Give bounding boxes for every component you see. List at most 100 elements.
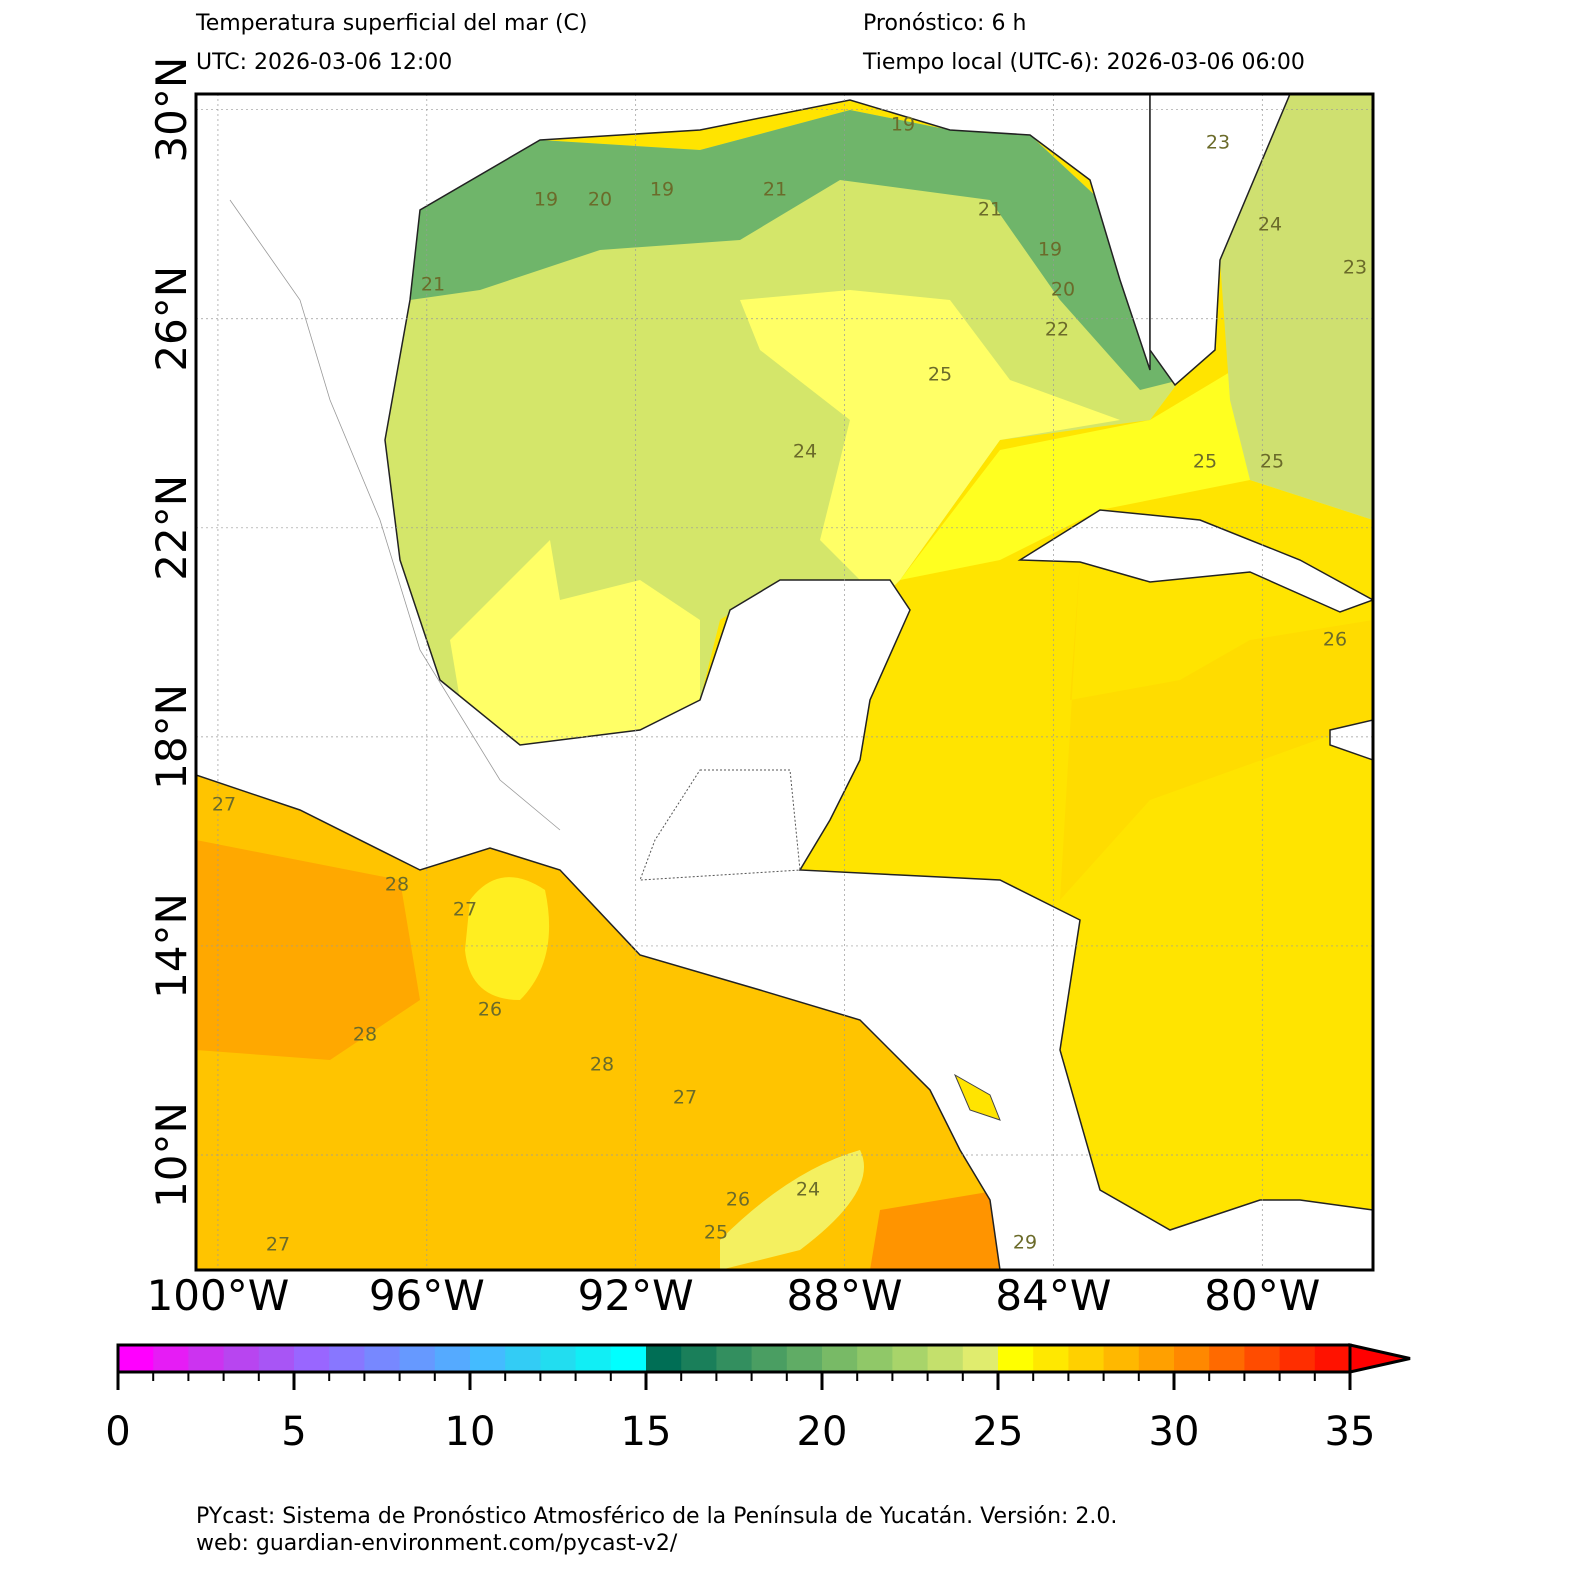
lat-tick-label: 10°N [147, 1102, 196, 1208]
colorbar-swatch [1138, 1345, 1175, 1372]
contour-label: 27 [212, 794, 236, 816]
forecast-hour: Pronóstico: 6 h [863, 11, 1026, 36]
sea-zone [196, 840, 420, 1060]
contour-label: 29 [1013, 1232, 1037, 1254]
florida [1149, 94, 1291, 387]
colorbar-tick-label: 10 [445, 1409, 496, 1455]
lon-tick-label: 96°W [369, 1271, 485, 1320]
colorbar-tick-label: 0 [105, 1409, 130, 1455]
island [1329, 719, 1373, 761]
colorbar-swatch [1033, 1345, 1069, 1372]
colorbar-swatch [822, 1345, 858, 1372]
contour-label: 21 [978, 199, 1002, 221]
utc-time: UTC: 2026-03-06 12:00 [196, 50, 452, 75]
lat-tick-label: 18°N [147, 684, 196, 790]
colorbar-tick-label: 25 [973, 1409, 1024, 1455]
contour-labels: 19 20 19 21 19 21 19 20 22 21 25 24 25 25 23 24 23 27 28 27… [212, 114, 1367, 1256]
colorbar-extend [1348, 1343, 1411, 1374]
contour-label: 23 [1206, 132, 1230, 154]
lon-tick-label: 92°W [578, 1271, 694, 1320]
contour-label: 25 [1260, 451, 1284, 473]
colorbar-swatch [258, 1345, 295, 1372]
colorbar-swatch [716, 1345, 753, 1372]
map-frame [194, 92, 1375, 1272]
contour-label: 20 [588, 189, 612, 211]
colorbar-swatch [1068, 1345, 1105, 1372]
map: 19 20 19 21 19 21 19 20 22 21 25 24 25 25 23 24 23 27 28 27… [196, 94, 1373, 1270]
colorbar-swatch [1209, 1345, 1245, 1372]
contour-label: 27 [453, 899, 477, 921]
colorbar-tick-label: 30 [1149, 1409, 1200, 1455]
contour-label: 21 [421, 274, 445, 296]
contour-label: 25 [1193, 451, 1217, 473]
colorbar-swatch [646, 1345, 682, 1372]
lat-tick-label: 26°N [147, 266, 196, 372]
lon-tick-label: 88°W [787, 1271, 903, 1320]
local-time: Tiempo local (UTC-6): 2026-03-06 06:00 [862, 50, 1305, 75]
colorbar-swatch [962, 1345, 999, 1372]
sea-zone [720, 1150, 864, 1270]
colorbar-swatch [927, 1345, 964, 1372]
colorbar-swatch [153, 1345, 189, 1372]
colorbar-swatch [118, 1345, 154, 1372]
contour-label: 28 [385, 874, 409, 896]
contour-label: 21 [763, 179, 787, 201]
lat-tick-label: 14°N [147, 893, 196, 999]
colorbar-swatch [188, 1345, 225, 1372]
contour-label: 28 [353, 1024, 377, 1046]
colorbar-swatch [1244, 1345, 1281, 1372]
colorbar-swatch [294, 1345, 330, 1372]
colorbar-frame [116, 1343, 1352, 1374]
contour-label: 24 [1258, 214, 1282, 236]
colorbar-swatch [610, 1345, 647, 1372]
colorbar: 0 5 10 15 20 25 30 35 [105, 1343, 1411, 1455]
mainland [196, 94, 1373, 1270]
colorbar-tick-label: 35 [1325, 1409, 1376, 1455]
contour-label: 28 [590, 1054, 614, 1076]
lon-tick-label: 100°W [147, 1271, 290, 1320]
colorbar-swatch [399, 1345, 436, 1372]
colorbar-swatch [751, 1345, 788, 1372]
contour-label: 19 [650, 179, 674, 201]
contour-label: 27 [673, 1087, 697, 1109]
colorbar-swatch [786, 1345, 823, 1372]
contour-label: 26 [1323, 629, 1347, 651]
colorbar-tick-label: 20 [797, 1409, 848, 1455]
colorbar-swatch [575, 1345, 612, 1372]
contour-label: 24 [796, 1179, 820, 1201]
contour-label: 26 [478, 999, 502, 1021]
lake [953, 1073, 1001, 1121]
colorbar-swatch [998, 1345, 1034, 1372]
contour-label: 19 [534, 189, 558, 211]
graticule [196, 94, 1373, 1270]
colorbar-swatch [434, 1345, 471, 1372]
contour-label: 22 [1045, 319, 1069, 341]
colorbar-swatch [1314, 1345, 1351, 1372]
contour-label: 24 [793, 441, 817, 463]
lon-tick-label: 84°W [995, 1271, 1111, 1320]
colorbar-swatch [1103, 1345, 1140, 1372]
colorbar-swatch [892, 1345, 929, 1372]
contour-label: 20 [1051, 279, 1075, 301]
title: Temperatura superficial del mar (C) [195, 11, 587, 36]
colorbar-swatch [857, 1345, 893, 1372]
contour-label: 25 [928, 364, 952, 386]
contour-label: 19 [1038, 239, 1062, 261]
contour-label: 26 [726, 1189, 750, 1211]
colorbar-swatch [540, 1345, 577, 1372]
colorbar-swatch [1279, 1345, 1316, 1372]
border [229, 199, 561, 831]
footer-credit: PYcast: Sistema de Pronóstico Atmosféric… [196, 1504, 1117, 1529]
map-axes: 100°W 96°W 92°W 88°W 84°W 80°W 30°N 26°N 22°N 18°… [147, 57, 1321, 1320]
colorbar-swatch [329, 1345, 365, 1372]
contour-label: 25 [704, 1222, 728, 1244]
sea-zone [1060, 560, 1373, 900]
sea-zone [450, 540, 700, 745]
lat-tick-label: 30°N [147, 57, 196, 163]
sea-zone [465, 877, 550, 1000]
colorbar-tick-label: 15 [621, 1409, 672, 1455]
atlantic-ocean [1220, 94, 1373, 520]
colorbar-swatch [505, 1345, 541, 1372]
gulf-of-mexico [385, 110, 1180, 745]
